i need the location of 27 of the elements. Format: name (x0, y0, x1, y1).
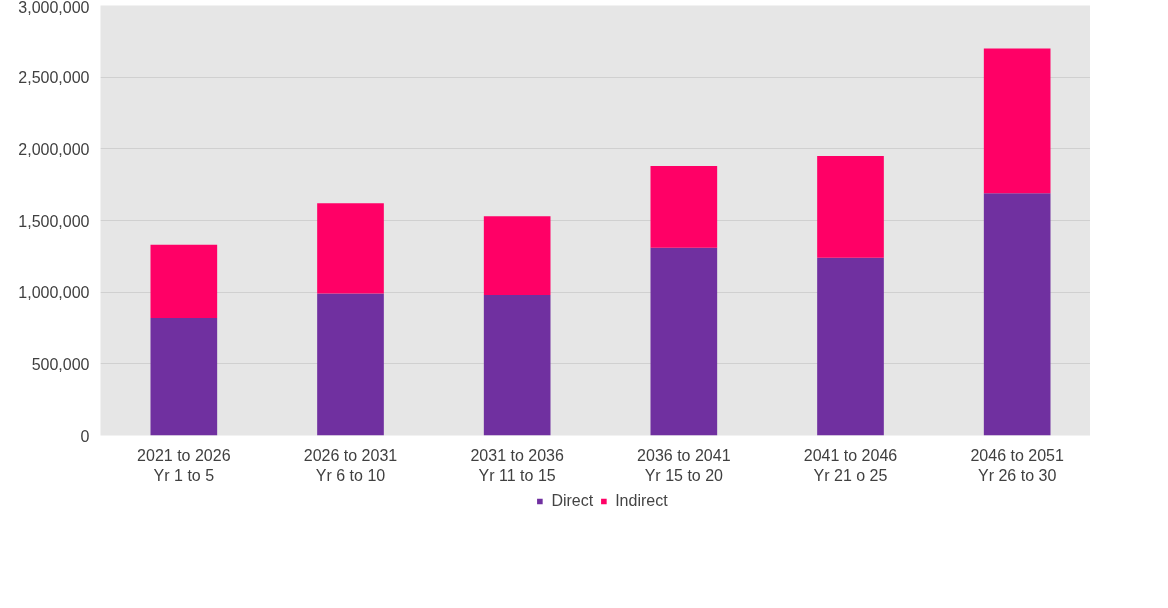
x-tick-label: 2026 to 2031 Yr 6 to 10 (303, 446, 398, 484)
x-tick-label: 2036 to 2041 Yr 15 to 20 (637, 446, 731, 484)
y-tick-label: 3,000,000 (18, 0, 90, 16)
bar (317, 293, 384, 436)
bar (650, 166, 718, 248)
bar (983, 48, 1051, 194)
y-tick-label: 2,000,000 (18, 140, 90, 158)
x-tick-label: 2046 to 2051 Yr 26 to 30 (970, 446, 1064, 484)
legend-label: Direct (551, 492, 594, 510)
bar (150, 317, 218, 436)
y-tick-label: 500,000 (31, 355, 90, 373)
bar (483, 216, 551, 296)
bar (817, 156, 884, 258)
bar (983, 193, 1051, 436)
y-tick-label: 2,500,000 (18, 69, 90, 87)
bar (483, 295, 551, 436)
y-tick-label: 1,500,000 (18, 212, 90, 230)
bar (150, 244, 218, 318)
bar (817, 257, 884, 436)
x-tick-label: 2041 to 2046 Yr 21 o 25 (803, 446, 898, 484)
x-tick-label: 2031 to 2036 Yr 11 to 15 (470, 446, 564, 484)
y-tick-label: 0 (80, 427, 90, 445)
x-tick-label: 2021 to 2026 Yr 1 to 5 (137, 446, 231, 484)
bar (650, 247, 718, 436)
y-tick-label: 1,000,000 (18, 284, 90, 302)
bar (317, 203, 384, 294)
legend-label: Indirect (615, 492, 668, 510)
